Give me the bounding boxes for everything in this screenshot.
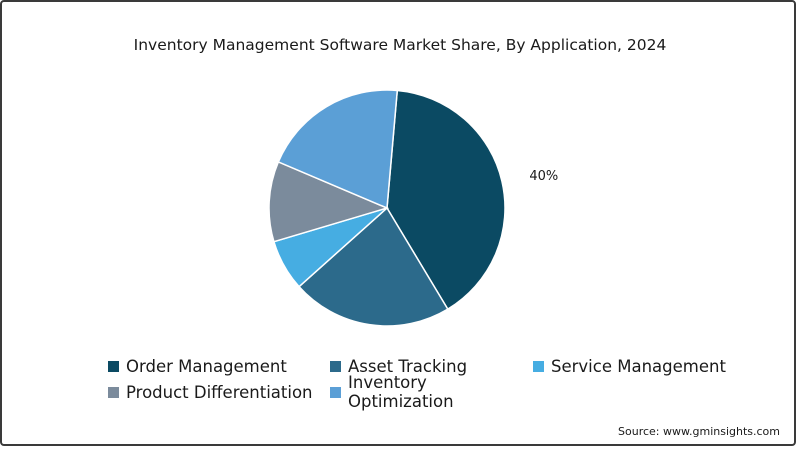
legend-swatch — [108, 386, 119, 398]
legend-swatch — [108, 360, 119, 372]
legend-label: Inventory Optimization — [348, 373, 454, 411]
legend-item-service-management: Service Management — [533, 356, 733, 376]
legend: Order Management Asset Tracking Service … — [108, 356, 748, 411]
legend-swatch — [330, 386, 341, 398]
legend-swatch — [330, 360, 341, 372]
chart-title: Inventory Management Software Market Sha… — [133, 36, 667, 54]
legend-label: Service Management — [551, 356, 726, 376]
legend-item-order-management: Order Management — [108, 356, 330, 376]
pie-data-label: 40% — [529, 169, 558, 184]
legend-label: Asset Tracking — [348, 356, 468, 376]
source-note: Source: www.gminsights.com — [618, 425, 780, 438]
pie-slice-asset-tracking — [297, 206, 449, 327]
legend-item-inventory-optimization: Inventory Optimization — [330, 373, 533, 411]
legend-label: Order Management — [126, 356, 287, 376]
legend-label: Product Differentiation — [126, 382, 313, 402]
pie-slice-order-management — [386, 89, 506, 311]
pie-slice-inventory-optimization — [277, 89, 399, 210]
pie-slice-product-differentiation — [268, 160, 390, 243]
legend-item-asset-tracking: Asset Tracking — [330, 356, 533, 376]
legend-swatch — [533, 360, 544, 372]
legend-item-product-differentiation: Product Differentiation — [108, 382, 330, 402]
